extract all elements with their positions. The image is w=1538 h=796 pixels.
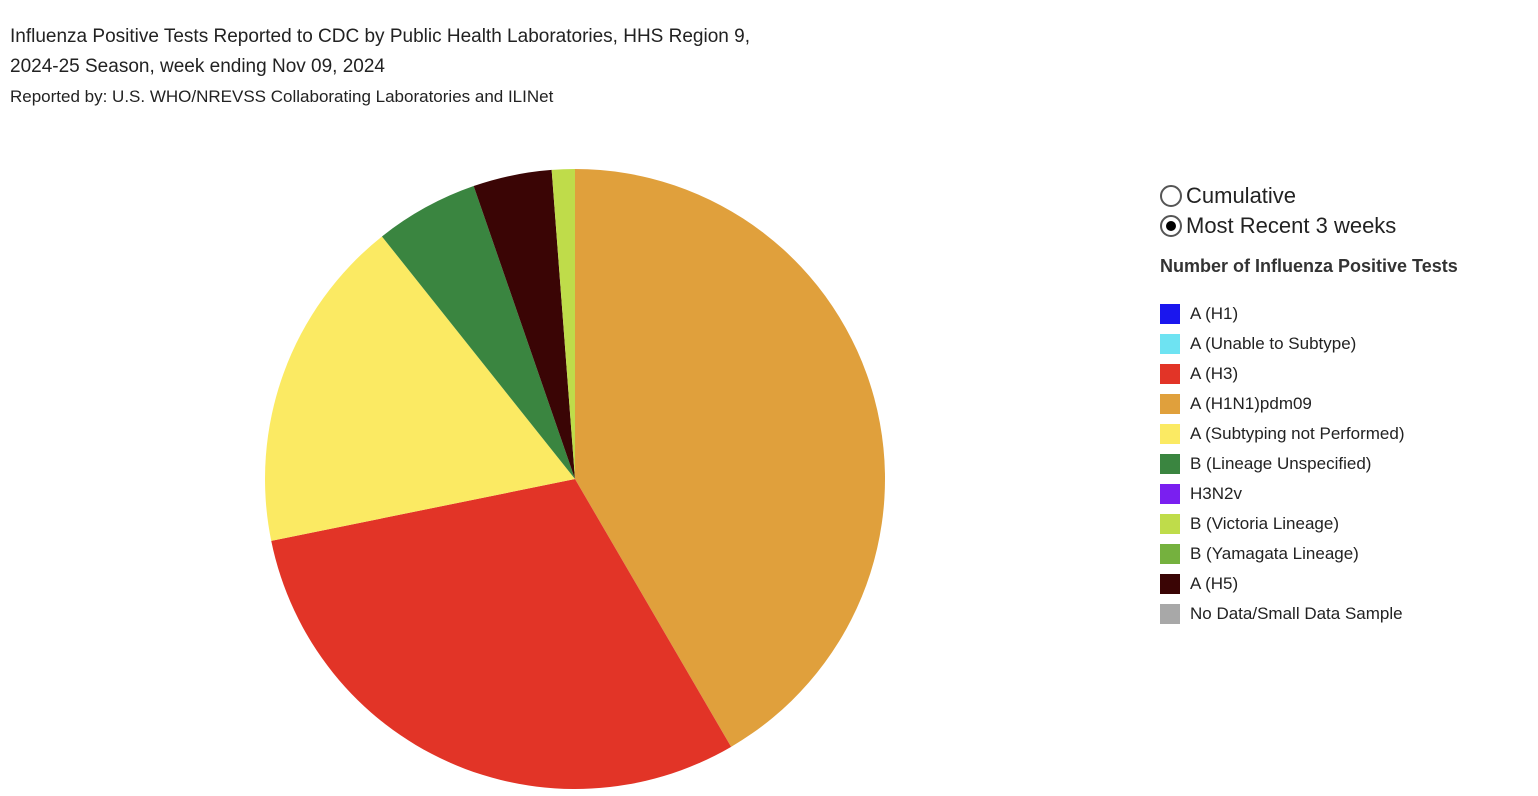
legend-swatch [1160,364,1180,384]
legend-swatch [1160,334,1180,354]
legend-item: A (Unable to Subtype) [1160,334,1356,354]
pie-slice [473,169,575,479]
legend-swatch [1160,574,1180,594]
legend-item: B (Lineage Unspecified) [1160,454,1371,474]
pie-slice [381,186,575,479]
legend-item: H3N2v [1160,484,1242,504]
legend-swatch [1160,454,1180,474]
legend-item: A (H1) [1160,304,1238,324]
legend-item: A (H3) [1160,364,1238,384]
legend-swatch [1160,484,1180,504]
legend-swatch [1160,604,1180,624]
legend-swatch [1160,424,1180,444]
legend-label: A (H3) [1190,364,1239,383]
legend-label: B (Victoria Lineage) [1190,514,1339,533]
legend-item: B (Victoria Lineage) [1160,514,1339,534]
legend-item: A (H5) [1160,574,1238,594]
chart-subtitle: Reported by: U.S. WHO/NREVSS Collaborati… [10,87,554,106]
legend-label: A (H1N1)pdm09 [1190,394,1312,413]
legend-label: A (H1) [1190,304,1239,323]
radio-button[interactable] [1160,185,1182,207]
chart-title: Influenza Positive Tests Reported to CDC… [10,26,750,47]
radio-option[interactable]: Most Recent 3 weeks [1160,213,1396,239]
legend-label: No Data/Small Data Sample [1190,604,1403,623]
legend-item: A (Subtyping not Performed) [1160,424,1405,444]
legend-item: No Data/Small Data Sample [1160,604,1403,624]
pie-slice [575,169,885,747]
radio-label: Most Recent 3 weeks [1186,213,1397,238]
pie-slice [271,479,732,789]
legend-swatch [1160,514,1180,534]
pie-chart [264,169,885,789]
legend-label: A (H5) [1190,574,1239,593]
legend-swatch [1160,394,1180,414]
legend-label: B (Lineage Unspecified) [1190,454,1372,473]
legend-item: A (H1N1)pdm09 [1160,394,1312,414]
legend-item: B (Yamagata Lineage) [1160,544,1359,564]
radio-option[interactable]: Cumulative [1160,183,1296,209]
legend-swatch [1160,304,1180,324]
pie-slice [551,169,575,479]
pie-slice [264,236,575,541]
legend-title: Number of Influenza Positive Tests [1160,256,1458,276]
legend-label: B (Yamagata Lineage) [1190,544,1359,563]
legend-swatch [1160,544,1180,564]
legend-label: A (Unable to Subtype) [1190,334,1357,353]
radio-button[interactable] [1160,215,1182,237]
legend-label: H3N2v [1190,484,1242,503]
radio-label: Cumulative [1186,183,1297,208]
chart-title: 2024-25 Season, week ending Nov 09, 2024 [10,56,385,77]
legend-label: A (Subtyping not Performed) [1190,424,1405,443]
